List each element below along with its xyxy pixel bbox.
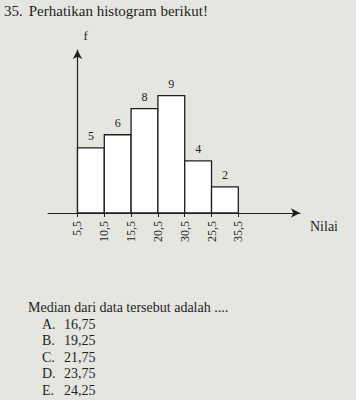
html-text:C.: C. [42,349,55,365]
svg-text:20,5: 20,5 [151,221,165,242]
svg-text:5,5: 5,5 [70,221,84,236]
html-text:D.: D. [42,366,56,381]
html-text:E.: E. [42,382,55,398]
html-text:19,25: 19,25 [64,333,96,348]
svg-text:8: 8 [142,90,148,104]
svg-text:25,5: 25,5 [205,221,219,242]
svg-text:6: 6 [115,116,121,130]
svg-text:4: 4 [195,142,201,156]
html-text:16,75: 16,75 [64,316,96,332]
html-text:35. Perhatikan histogram berik: 35. Perhatikan histogram berikut! [4,3,208,19]
svg-text:35,5: 35,5 [231,221,245,242]
svg-text:Nilai: Nilai [310,219,338,234]
html-text:Median dari data tersebut adal: Median dari data tersebut adalah .... [28,300,229,315]
html-text:24,25: 24,25 [64,382,96,398]
svg-text:5: 5 [88,129,94,143]
svg-text:10,5: 10,5 [97,221,111,242]
html-text:B.: B. [42,333,55,348]
html-text:A.: A. [42,316,56,332]
svg-text:f: f [83,28,88,43]
svg-text:2: 2 [222,168,228,182]
html-text:23,75: 23,75 [64,366,96,381]
svg-text:15,5: 15,5 [124,221,138,242]
svg-text:30,5: 30,5 [178,221,192,242]
svg-text:9: 9 [168,77,174,91]
html-text:21,75: 21,75 [64,349,96,365]
